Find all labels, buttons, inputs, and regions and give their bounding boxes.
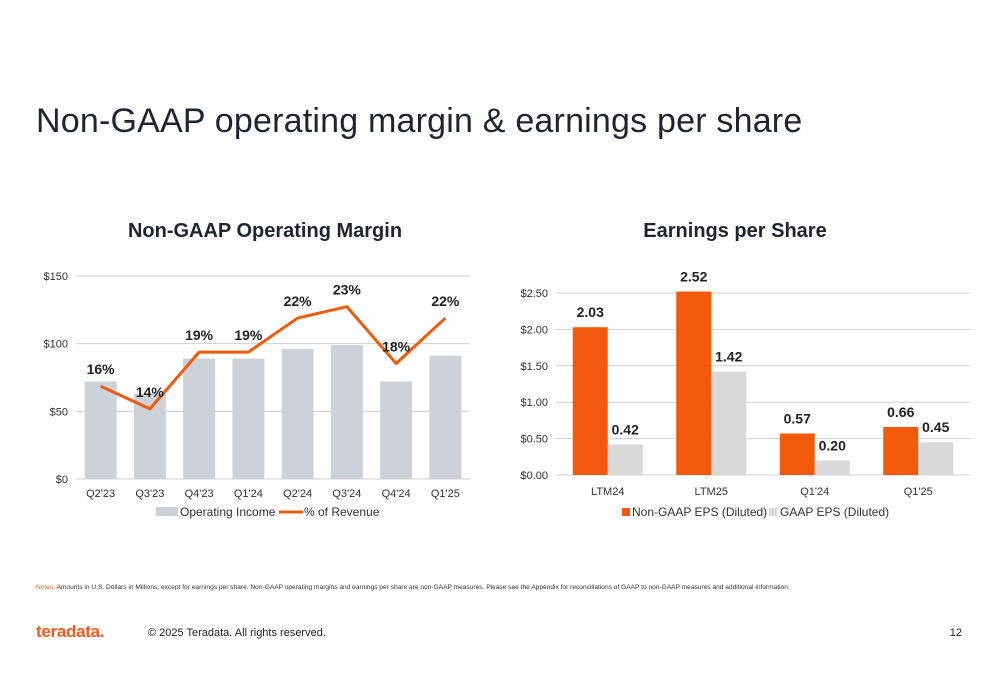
y-tick-label: $0.00 [520, 470, 548, 482]
x-tick-label: Q1'24 [800, 486, 829, 498]
x-tick-label: Q1'25 [431, 488, 460, 500]
non-gaap-eps-bar [572, 327, 608, 475]
non-gaap-eps-bar [676, 291, 712, 475]
operating-income-bar [84, 381, 117, 479]
x-tick-label: Q1'24 [234, 488, 263, 500]
margin-data-label: 19% [185, 327, 214, 343]
non-gaap-eps-bar [779, 433, 815, 475]
gaap-eps-bar [918, 442, 954, 475]
legend-swatch-gaap-eps [769, 508, 777, 516]
y-tick-label: $0 [56, 474, 68, 486]
y-tick-label: $100 [44, 339, 68, 351]
x-tick-label: LTM25 [695, 486, 728, 498]
margin-data-label: 18% [382, 338, 411, 354]
x-tick-label: Q3'23 [135, 488, 164, 500]
legend-swatch-operating-income [156, 507, 178, 516]
legend-label-operating-income: Operating Income [180, 505, 276, 519]
x-tick-label: LTM24 [591, 486, 624, 498]
x-tick-label: Q4'23 [185, 488, 214, 500]
eps-data-label: 2.03 [577, 304, 604, 320]
gaap-eps-bar [711, 371, 747, 475]
copyright-text: © 2025 Teradata. All rights reserved. [148, 627, 326, 639]
y-tick-label: $1.50 [520, 361, 548, 373]
operating-income-bar [232, 358, 265, 479]
operating-income-bar [330, 345, 363, 479]
eps-data-label: 0.66 [887, 404, 914, 420]
eps-data-label: 0.42 [612, 421, 639, 437]
operating-income-bar [429, 355, 462, 479]
y-tick-label: $150 [44, 271, 68, 283]
margin-data-label: 19% [234, 327, 263, 343]
page-number: 12 [949, 627, 962, 639]
y-tick-label: $50 [50, 406, 68, 418]
y-tick-label: $0.50 [520, 434, 548, 446]
eps-data-label: 2.52 [680, 269, 707, 285]
non-gaap-eps-bar [883, 426, 919, 475]
teradata-logo: teradata. [36, 622, 105, 641]
margin-chart-title: Non-GAAP Operating Margin [127, 220, 403, 242]
legend-label-non-gaap-eps: Non-GAAP EPS (Diluted) [632, 505, 767, 519]
legend-swatch-non-gaap-eps [622, 508, 630, 516]
margin-data-label: 23% [333, 282, 362, 298]
x-tick-label: Q4'24 [382, 488, 411, 500]
margin-data-label: 22% [284, 293, 313, 309]
legend-label-gaap-eps: GAAP EPS (Diluted) [780, 505, 889, 519]
eps-data-label: 0.57 [784, 411, 811, 427]
gaap-eps-bar [814, 460, 850, 475]
x-tick-label: Q3'24 [332, 488, 361, 500]
x-tick-label: Q1'25 [904, 486, 933, 498]
y-tick-label: $1.00 [520, 397, 548, 409]
y-tick-label: $2.50 [520, 288, 548, 300]
notes-prefix: Notes: [36, 584, 56, 591]
notes-text: Amounts in U.S. Dollars in Millions, exc… [56, 584, 790, 591]
eps-chart-title: Earnings per Share [643, 220, 827, 242]
footnote: Notes: Amounts in U.S. Dollars in Millio… [36, 584, 966, 591]
y-tick-label: $2.00 [520, 324, 548, 336]
legend-label-revenue-percent: % of Revenue [304, 505, 380, 519]
gaap-eps-bar [607, 444, 643, 475]
eps-data-label: 0.45 [922, 419, 949, 435]
page-title: Non-GAAP operating margin & earnings per… [36, 102, 803, 140]
eps-data-label: 0.20 [819, 437, 846, 453]
margin-data-label: 22% [431, 293, 460, 309]
x-tick-label: Q2'24 [283, 488, 312, 500]
operating-income-bar [281, 349, 314, 479]
operating-income-bar [380, 381, 413, 479]
margin-data-label: 16% [87, 361, 116, 377]
x-tick-label: Q2'23 [86, 488, 115, 500]
eps-data-label: 1.42 [715, 349, 742, 365]
margin-data-label: 14% [136, 384, 165, 400]
operating-income-bar [183, 358, 216, 479]
revenue-percent-line [99, 305, 447, 411]
